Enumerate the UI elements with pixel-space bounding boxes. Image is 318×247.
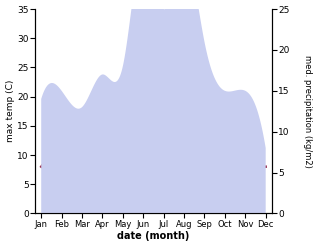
X-axis label: date (month): date (month) [117, 231, 190, 242]
Y-axis label: med. precipitation (kg/m2): med. precipitation (kg/m2) [303, 55, 313, 168]
Y-axis label: max temp (C): max temp (C) [5, 80, 15, 143]
